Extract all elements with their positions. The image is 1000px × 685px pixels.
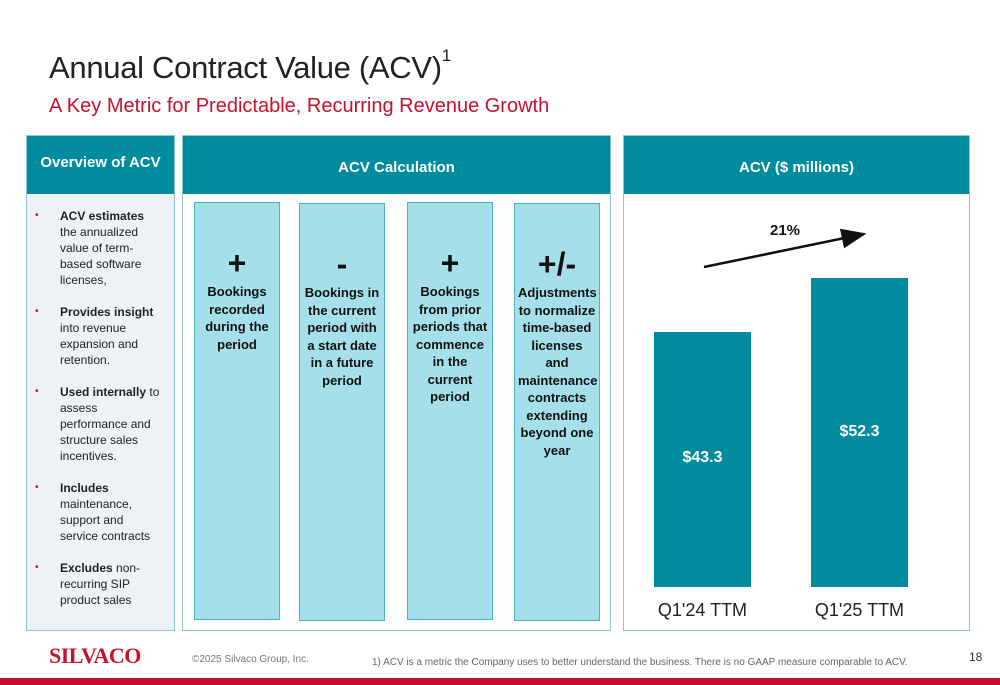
silvaco-logo: SILVACO — [49, 643, 141, 668]
calculation-header: ACV Calculation — [183, 136, 610, 194]
page-title: Annual Contract Value (ACV)1 — [49, 46, 451, 85]
bullet-icon: • — [35, 562, 39, 573]
footnote: 1) ACV is a metric the Company uses to b… — [372, 657, 908, 668]
growth-arrow-icon — [703, 228, 867, 269]
minus-icon: - — [336, 246, 348, 282]
bullet-icon: • — [35, 386, 39, 397]
growth-arrow — [703, 228, 867, 269]
calc-box-future-bookings: - Bookings in the current period with a … — [299, 203, 385, 621]
overview-item: • Includes maintenance, support and servi… — [35, 481, 151, 543]
overview-item: • Provides insight into revenue expansion… — [35, 305, 154, 367]
bar-data-label: $43.3 — [682, 449, 723, 467]
calc-box-prior-bookings: + Bookings from prior periods that comme… — [407, 202, 493, 620]
bar: $52.3 — [811, 278, 908, 587]
acv-chart-panel: ACV ($ millions) 21% $43.3 Q1'24 TTM $52.3… — [623, 135, 970, 631]
bottom-accent-bar — [0, 678, 1000, 685]
calculation-panel: ACV Calculation + Bookings recorded duri… — [182, 135, 611, 631]
calc-box-bookings-recorded: + Bookings recorded during the period — [194, 202, 280, 620]
page-subtitle: A Key Metric for Predictable, Recurring … — [49, 95, 550, 117]
bullet-icon: • — [35, 306, 39, 317]
overview-item: • Used internally to assess performance a… — [35, 385, 160, 463]
bullet-icon: • — [35, 482, 39, 493]
growth-annotation: 21% — [770, 222, 801, 239]
bullet-icon: • — [35, 210, 39, 221]
calc-box-text: Bookings recorded during the period — [205, 284, 269, 352]
calc-box-text: Adjustments to normalize time-based lice… — [518, 285, 598, 458]
overview-panel: Overview of ACV • ACV estimates the annua… — [26, 135, 175, 631]
copyright: ©2025 Silvaco Group, Inc. — [192, 654, 309, 665]
plus-minus-icon: +/- — [537, 246, 577, 282]
overview-item: • ACV estimates the annualized value of t… — [35, 209, 145, 287]
plus-icon: + — [227, 245, 247, 281]
x-tick-label: Q1'25 TTM — [814, 600, 905, 620]
bar: $43.3 — [654, 331, 751, 587]
overview-item: • Excludes non-recurring SIP product sale… — [35, 561, 141, 607]
page-number: 18 — [969, 650, 983, 664]
bar-data-label: $52.3 — [839, 422, 880, 440]
calc-box-text: Bookings from prior periods that commenc… — [412, 284, 488, 404]
overview-header: Overview of ACV — [27, 136, 174, 194]
chart-title: ACV ($ millions) — [624, 136, 969, 194]
x-tick-label: Q1'24 TTM — [657, 600, 748, 620]
overview-list: • ACV estimates the annualized value of t… — [27, 194, 174, 608]
calc-box-adjustments: +/- Adjustments to normalize time-based … — [514, 203, 600, 621]
plus-icon: + — [440, 245, 460, 281]
calc-box-text: Bookings in the current period with a st… — [304, 285, 380, 388]
